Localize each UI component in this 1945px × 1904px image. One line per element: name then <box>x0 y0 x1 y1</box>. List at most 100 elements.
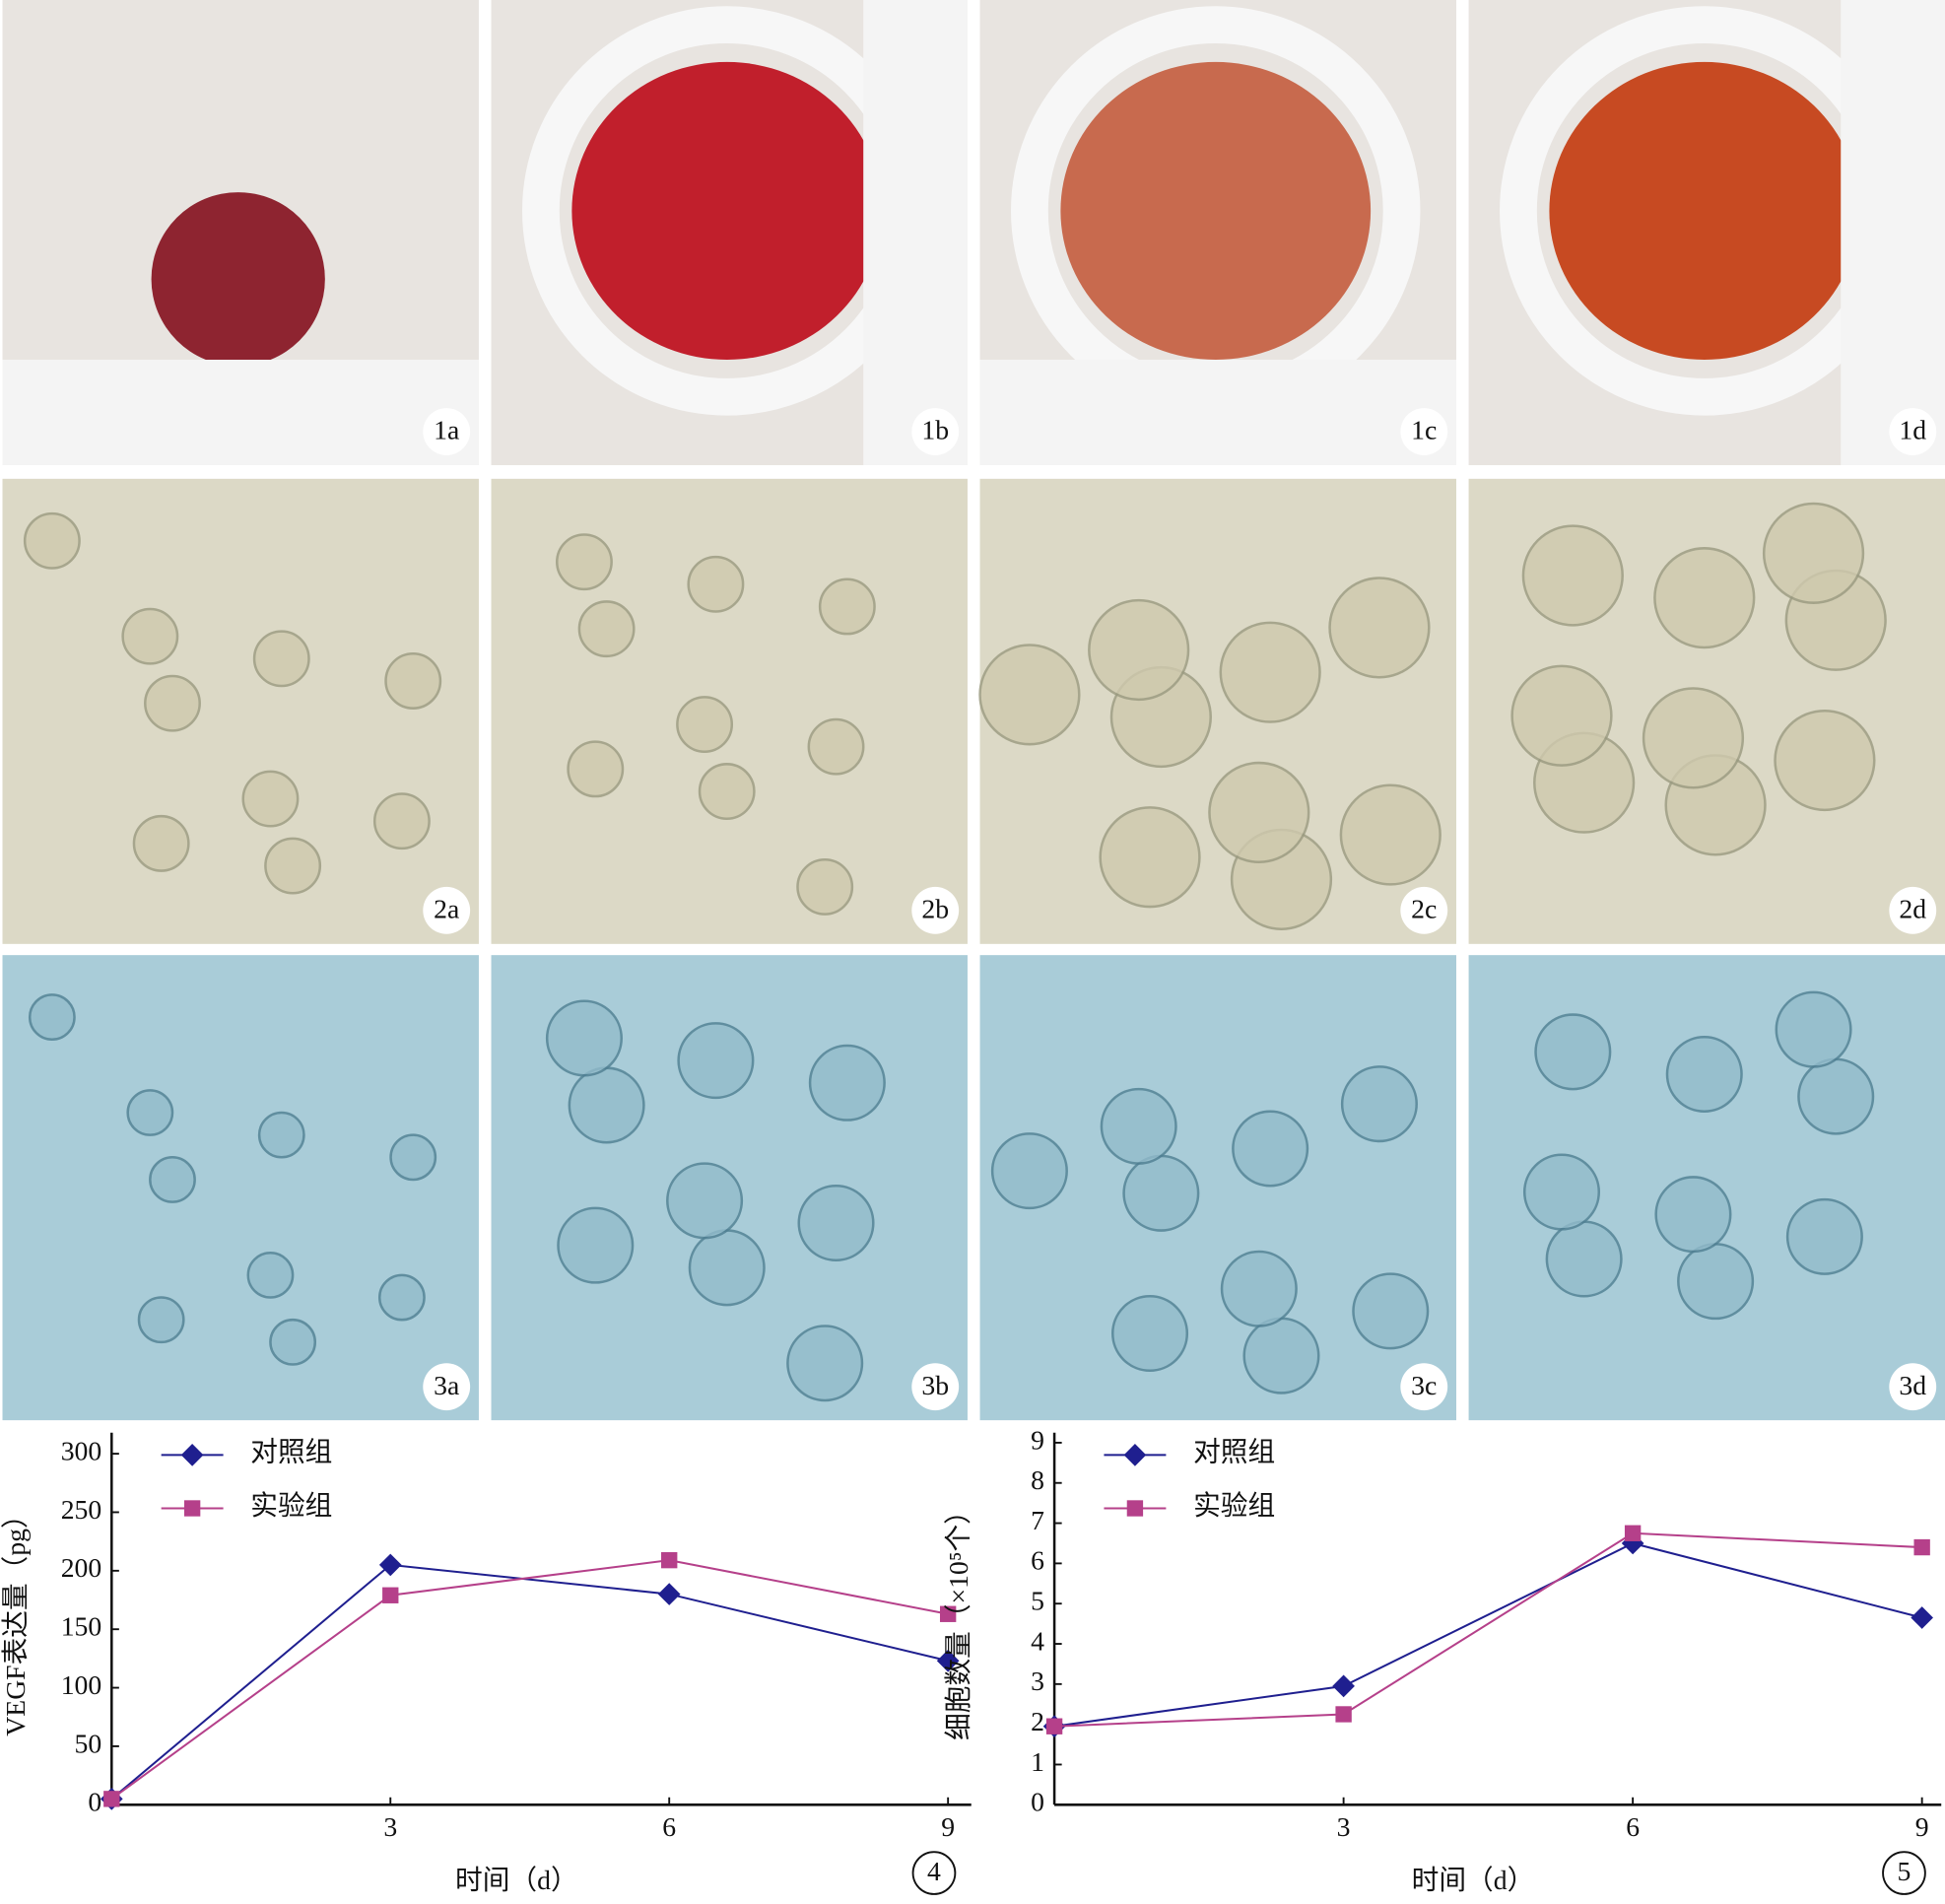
y-tick-label: 0 <box>88 1787 101 1817</box>
legend-label: 对照组 <box>250 1437 332 1467</box>
cell <box>1242 1317 1320 1394</box>
panel-label-bg <box>1889 886 1937 934</box>
y-axis-label: VEGF表达量（pg） <box>0 1501 31 1735</box>
cell <box>389 1133 437 1182</box>
wound <box>1060 61 1372 361</box>
cell <box>1762 502 1865 604</box>
point <box>1911 1606 1933 1629</box>
point <box>661 1551 678 1569</box>
legend-marker <box>1126 1500 1144 1517</box>
cell <box>1774 709 1876 812</box>
cell <box>557 1206 635 1284</box>
legend-marker <box>180 1444 204 1466</box>
cell <box>132 814 190 872</box>
point <box>1045 1718 1063 1734</box>
y-tick-label: 8 <box>1031 1464 1044 1495</box>
panel-label-bg <box>911 886 960 934</box>
panel-label: 2d <box>1899 893 1926 923</box>
panel-label-bg <box>911 1363 960 1411</box>
y-tick-label: 2 <box>1031 1706 1044 1736</box>
panel-label: 1c <box>1411 415 1437 445</box>
point <box>936 1649 960 1672</box>
cell <box>23 511 81 570</box>
cell <box>978 644 1081 746</box>
panel-label-bg <box>1889 1363 1937 1411</box>
y-tick-label: 300 <box>61 1435 102 1465</box>
wound <box>571 61 883 361</box>
wound <box>151 192 325 367</box>
cell <box>269 1318 317 1366</box>
x-tick-label: 6 <box>662 1811 676 1842</box>
ruler <box>979 360 1456 465</box>
cell <box>1208 761 1310 864</box>
panel-label: 3b <box>921 1370 949 1400</box>
point <box>103 1791 120 1807</box>
cell <box>1522 1153 1601 1231</box>
cell <box>818 578 876 636</box>
cell <box>796 857 854 916</box>
cell <box>567 740 625 798</box>
legend-label: 对照组 <box>1193 1437 1275 1467</box>
cell <box>149 1156 196 1203</box>
legend-marker <box>183 1500 201 1517</box>
panel-label-bg <box>1400 886 1448 934</box>
point <box>657 1583 681 1605</box>
cell <box>676 696 734 753</box>
panel-label-bg <box>1889 408 1937 455</box>
cell <box>1545 1220 1623 1298</box>
cell <box>688 1229 766 1307</box>
cell <box>568 1066 645 1144</box>
point <box>1913 1538 1930 1556</box>
y-axis-label: 细胞数量（×10⁵个） <box>943 1497 973 1740</box>
figure-label: 5 <box>1898 1856 1911 1886</box>
cell <box>666 1162 744 1240</box>
panel-label: 1a <box>434 415 459 445</box>
cell <box>698 763 756 820</box>
cell <box>28 993 76 1041</box>
y-tick-label: 150 <box>61 1611 102 1642</box>
figure-label-circle <box>911 1851 957 1895</box>
x-axis-label: 时间（d） <box>1412 1865 1535 1895</box>
cell <box>264 837 322 895</box>
panel-label: 1d <box>1899 415 1926 445</box>
point <box>1624 1525 1642 1541</box>
cell <box>1665 1035 1743 1113</box>
cell <box>545 999 623 1077</box>
cell <box>1653 547 1756 649</box>
cell <box>144 674 201 732</box>
cell <box>807 717 865 776</box>
cell <box>137 1296 185 1344</box>
panel-label-bg <box>423 1363 471 1411</box>
point <box>382 1587 399 1603</box>
cell <box>1328 577 1431 679</box>
cell <box>121 607 179 665</box>
y-tick-label: 250 <box>61 1494 102 1525</box>
x-tick-label: 9 <box>941 1811 955 1842</box>
line <box>110 1559 949 1801</box>
ruler <box>1841 0 1945 465</box>
cell <box>1111 1295 1189 1373</box>
legend-label: 实验组 <box>1193 1490 1275 1521</box>
y-tick-label: 6 <box>1031 1545 1044 1576</box>
ruler <box>2 360 479 465</box>
x-tick-label: 3 <box>1337 1811 1351 1842</box>
point <box>1335 1706 1352 1723</box>
y-tick-label: 4 <box>1031 1625 1044 1656</box>
figure-label-circle <box>1882 1851 1926 1895</box>
cell <box>687 555 745 613</box>
x-tick-label: 3 <box>383 1811 397 1842</box>
y-tick-label: 3 <box>1031 1666 1044 1696</box>
cell <box>1510 664 1613 767</box>
cell <box>1677 1243 1755 1321</box>
wound <box>1549 61 1860 361</box>
line <box>1053 1541 1922 1728</box>
cell <box>1775 990 1852 1068</box>
cell <box>246 1251 295 1299</box>
y-tick-label: 1 <box>1031 1746 1044 1777</box>
cell <box>377 1273 426 1322</box>
line <box>110 1563 949 1801</box>
cell <box>1797 1057 1875 1135</box>
photo <box>2 955 479 1421</box>
photo <box>2 478 479 944</box>
cell <box>126 1089 174 1136</box>
